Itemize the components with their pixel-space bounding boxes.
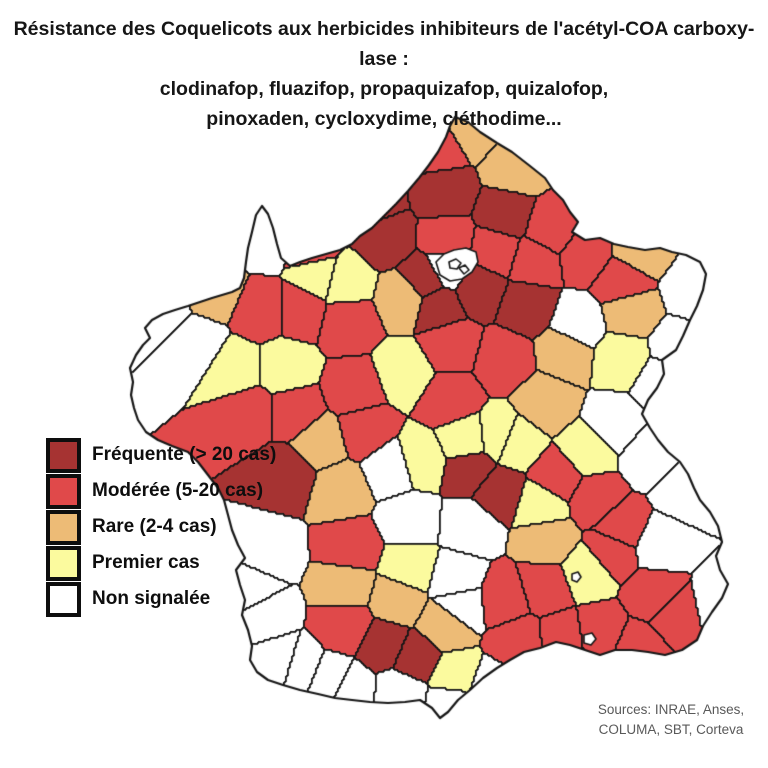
legend-swatch-icon xyxy=(46,437,81,473)
legend-swatch-icon xyxy=(46,581,81,617)
legend-swatch-icon xyxy=(46,545,81,581)
sources-line-2: COLUMA, SBT, Corteva xyxy=(598,722,744,737)
legend-item-p: Premier cas xyxy=(46,545,276,581)
legend-label: Non signalée xyxy=(92,588,211,609)
title-line-2: clodinafop, fluazifop, propaquizafop, qu… xyxy=(159,78,609,100)
sources-line-1: Sources: INRAE, Anses, xyxy=(597,702,745,717)
legend-item-r: Rare (2-4 cas) xyxy=(46,509,276,545)
legend-swatch-icon xyxy=(46,509,81,545)
title-line-1: Résistance des Coquelicots aux herbicide… xyxy=(13,18,755,70)
title-line-3: pinoxaden, cycloxydime, cléthodime... xyxy=(206,108,562,130)
legend-label: Fréquente (> 20 cas) xyxy=(92,444,277,465)
map-legend: Fréquente (> 20 cas) Modérée (5-20 cas) Ra… xyxy=(46,437,277,620)
page-title: Résistance des Coquelicots aux herbicide… xyxy=(0,14,768,134)
legend-item-f: Fréquente (> 20 cas) xyxy=(46,437,277,473)
legend-label: Rare (2-4 cas) xyxy=(92,516,217,537)
legend-label: Modérée (5-20 cas) xyxy=(92,480,264,501)
sources-note: Sources: INRAE, Anses, COLUMA, SBT, Cort… xyxy=(588,700,754,740)
legend-item-m: Modérée (5-20 cas) xyxy=(46,473,276,509)
legend-item-n: Non signalée xyxy=(46,581,276,617)
legend-swatch-icon xyxy=(46,473,81,509)
legend-label: Premier cas xyxy=(92,552,200,573)
